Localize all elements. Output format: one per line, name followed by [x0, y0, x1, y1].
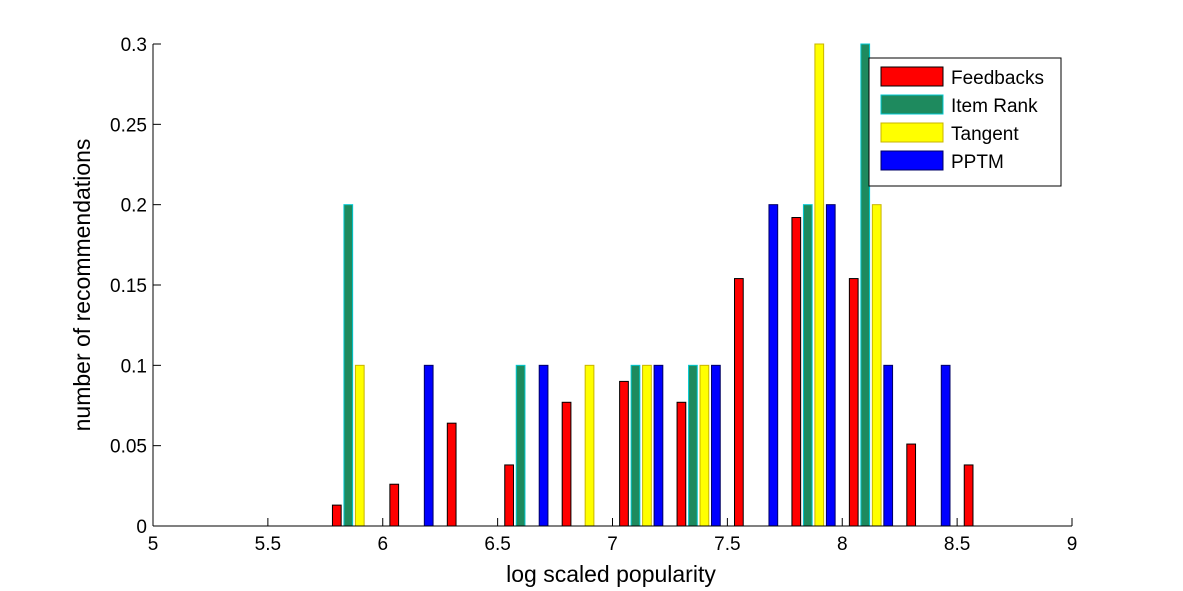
bar-feedbacks-14 [963, 464, 974, 527]
bar-feedbacks-3 [331, 504, 342, 527]
x-axis-label: log scaled popularity [506, 561, 716, 587]
bar-item-rank-11 [802, 204, 813, 527]
ticks-group: 5 5.5 6 6.5 7 7.5 8 8.5 9 0 0.05 0.1 0.15 0.2 0.25 0.3 [110, 35, 1077, 555]
x-tick-label: 5.5 [255, 534, 281, 555]
bar-pptm-13 [940, 364, 951, 527]
x-tick-label: 7 [607, 534, 618, 555]
x-tick-label: 9 [1067, 534, 1078, 555]
x-tick-label: 7.5 [714, 534, 740, 555]
bar-feedbacks-6 [504, 464, 514, 527]
legend-swatch [880, 94, 944, 115]
bar-feedbacks-5 [446, 422, 457, 527]
bar-pptm-9 [711, 364, 721, 527]
bar-pptm-8 [653, 364, 664, 527]
y-tick-label: 0.25 [110, 115, 147, 136]
bar-item-rank-12 [860, 43, 871, 527]
y-axis-label: number of recommendations [69, 139, 95, 432]
legend-swatch [880, 150, 944, 171]
bar-feedbacks-12 [848, 278, 859, 527]
bars-group [331, 43, 974, 527]
bar-feedbacks-11 [791, 217, 802, 527]
bar-item-rank-9 [688, 364, 698, 527]
legend-label: Tangent [951, 124, 1019, 145]
legend-label: Item Rank [951, 96, 1038, 117]
y-tick-label: 0 [136, 517, 147, 538]
bar-tangent-11 [814, 43, 825, 527]
bar-pptm-12 [883, 364, 894, 527]
legend-swatch [880, 122, 944, 143]
bar-item-rank-3 [343, 204, 354, 527]
y-tick-label: 0.2 [121, 196, 147, 217]
bar-pptm-10 [768, 204, 779, 527]
legend-label: Feedbacks [951, 68, 1044, 89]
legend: Feedbacks Item Rank Tangent PPTM [868, 57, 1062, 187]
bar-tangent-3 [354, 364, 365, 527]
bar-tangent-9 [699, 364, 710, 527]
bar-tangent-8 [642, 364, 652, 527]
bar-pptm-4 [423, 364, 434, 527]
bar-feedbacks-7 [561, 401, 572, 527]
legend-label: PPTM [951, 152, 1004, 173]
bar-tangent-7 [584, 364, 595, 527]
x-tick-label: 5 [148, 534, 159, 555]
bar-pptm-6 [538, 364, 549, 527]
y-tick-label: 0.15 [110, 276, 147, 297]
bar-feedbacks-13 [906, 443, 917, 527]
x-tick-label: 8 [837, 534, 848, 555]
x-tick-label: 6.5 [484, 534, 510, 555]
bar-feedbacks-4 [389, 483, 400, 527]
bar-feedbacks-10 [733, 278, 744, 527]
legend-swatch [880, 66, 944, 87]
bar-item-rank-6 [515, 364, 526, 527]
bar-pptm-11 [825, 204, 836, 527]
bar-feedbacks-9 [676, 401, 687, 527]
y-tick-label: 0.05 [110, 437, 147, 458]
y-tick-label: 0.1 [121, 356, 147, 377]
y-tick-label: 0.3 [121, 35, 147, 56]
bar-feedbacks-8 [619, 380, 629, 527]
bar-item-rank-8 [630, 364, 641, 527]
bar-tangent-12 [871, 204, 882, 527]
x-tick-label: 6 [377, 534, 388, 555]
x-tick-label: 8.5 [944, 534, 970, 555]
